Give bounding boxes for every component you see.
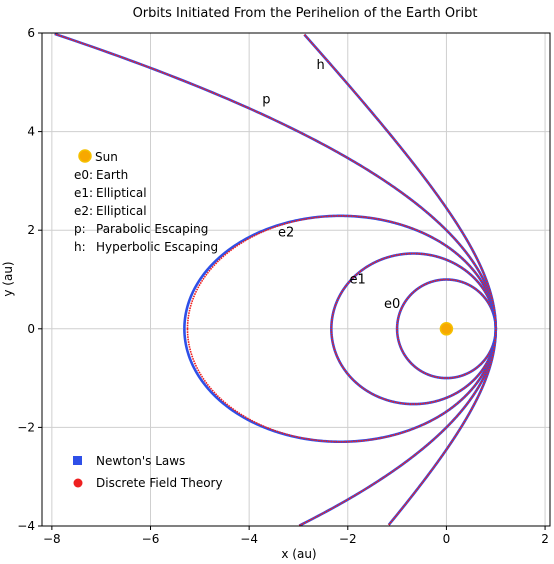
orbit-label-e0: e0 [384,297,400,312]
legend-e1-key: e1: [74,186,93,200]
legend-h-key: h: [74,240,86,254]
legend-dft-marker [73,478,83,488]
plot-frame [41,32,551,527]
y-tick-label: −4 [17,519,35,533]
dft-path-p [54,33,497,527]
y-tick-label: 4 [27,125,35,139]
newton-path-h [303,33,498,526]
legend-dft-text: Discrete Field Theory [96,476,223,490]
legend-p-key: p: [74,222,86,236]
x-tick-label: −2 [339,532,357,546]
legend-p-text: Parabolic Escaping [96,222,208,236]
x-tick-label: −6 [142,532,160,546]
legend-sun-marker [78,149,92,163]
orbit-label-p: p [262,93,270,108]
legend-orbits: Sun e0: Earth e1: Elliptical e2: Ellipti… [74,149,218,254]
legend-e0-text: Earth [96,168,128,182]
grid [42,32,550,527]
chart-title: Orbits Initiated From the Perihelion of … [133,6,478,21]
legend-methods: Newton's Laws Discrete Field Theory [73,454,223,490]
orbit-curves [54,32,498,527]
legend-sun-text: Sun [95,150,118,164]
dft-path-h [303,34,497,526]
legend-newton-marker [73,456,82,465]
sun-marker-dot [439,322,454,336]
legend-e2-key: e2: [74,204,93,218]
dft-path-e0 [396,278,497,379]
orbit-h [303,33,498,526]
orbit-label-e2: e2 [278,226,294,241]
y-axis-ticks: −4 −2 0 2 4 6 [17,26,42,533]
x-tick-label: 2 [541,532,549,546]
orbit-p [54,32,498,527]
orbit-label-e1: e1 [350,273,366,288]
x-tick-label: −8 [43,532,61,546]
orbit-label-h: h [317,58,325,73]
legend-e0-key: e0: [74,168,93,182]
newton-path-p [54,32,498,527]
y-tick-label: 0 [27,322,35,336]
y-tick-label: 2 [27,223,35,237]
legend-h-text: Hyperbolic Escaping [96,240,218,254]
y-axis-label: y (au) [1,261,15,296]
legend-newton-text: Newton's Laws [96,454,185,468]
y-tick-label: 6 [27,26,35,40]
x-tick-label: −4 [240,532,258,546]
y-tick-label: −2 [17,420,35,434]
x-tick-label: 0 [443,532,451,546]
sun-marker [439,322,454,336]
legend-e1-text: Elliptical [96,186,147,200]
dft-path-e2 [186,215,497,443]
x-axis-label: x (au) [281,547,316,561]
orbit-labels: e0 e1 e2 p h [262,58,400,312]
x-axis-ticks: −8 −6 −4 −2 0 2 [43,526,549,546]
legend-e2-text: Elliptical [96,204,147,218]
